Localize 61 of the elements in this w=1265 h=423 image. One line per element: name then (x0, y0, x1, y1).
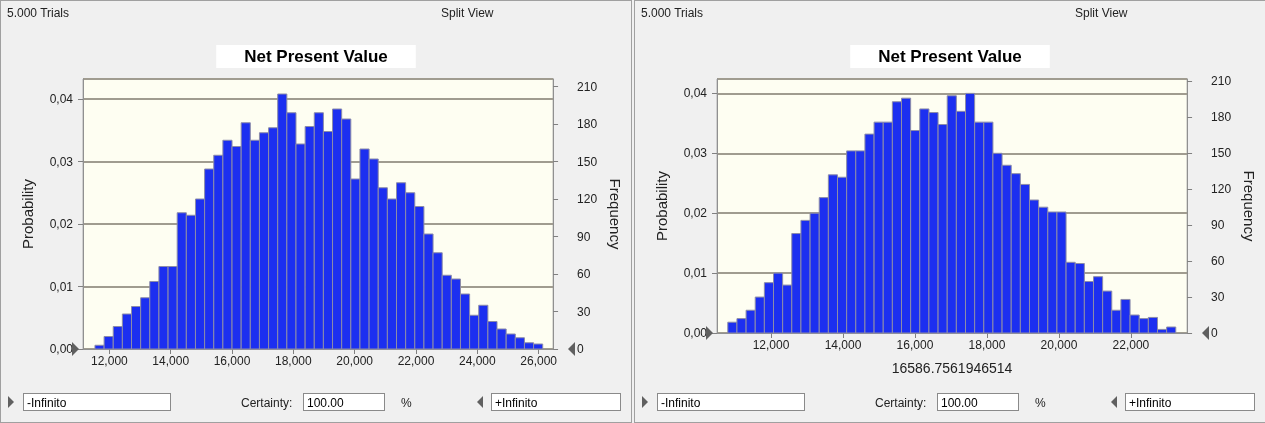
chart-title: Net Present Value (244, 47, 388, 66)
text: 100.00 (937, 393, 1019, 411)
x-tick-label: 20,000 (336, 354, 374, 368)
x-tick-label: 18,000 (275, 354, 313, 368)
x-tick-label: 22,000 (1112, 338, 1150, 352)
x-tick-label: 12,000 (752, 338, 790, 352)
text: Split View (1075, 6, 1128, 20)
text: 5.000 Trials (641, 6, 704, 20)
y-tick-label: 0,01 (49, 279, 74, 294)
y2-axis-title: Frequency (1241, 170, 1258, 242)
y2-tick-label: 30 (577, 304, 591, 319)
text: Split View (441, 6, 494, 20)
x-tick-label: 16,000 (213, 354, 251, 368)
y2-tick-label: 90 (1211, 218, 1225, 233)
y-tick-label: 0,00 (49, 342, 74, 356)
x-tick-label: 14,000 (152, 354, 190, 368)
y2-tick-label: 0 (577, 342, 585, 356)
y2-tick-label: 150 (1211, 146, 1232, 161)
y-axis-title: Probability (19, 178, 36, 250)
y-tick-label: 0,02 (683, 206, 708, 221)
y2-tick-label: 180 (1211, 110, 1232, 125)
text: 5.000 Trials (7, 6, 70, 20)
y2-tick-label: 150 (577, 154, 598, 169)
y2-tick-label: 210 (577, 79, 598, 94)
x-tick-label: 22,000 (397, 354, 435, 368)
text: % (1035, 396, 1046, 410)
y-tick-label: 0,03 (683, 146, 708, 161)
text: Certainty: (875, 396, 927, 410)
y-tick-label: 0,00 (683, 326, 708, 340)
y2-axis-title: Frequency (607, 178, 624, 250)
y2-tick-label: 120 (577, 192, 598, 206)
y-tick-label: 0,03 (49, 154, 74, 169)
y-tick-label: 0,04 (49, 92, 74, 106)
x-tick-label: 26,000 (520, 354, 558, 368)
text: +Infinito (1125, 393, 1255, 411)
chart-title: Net Present Value (878, 47, 1022, 66)
x-axis-title: 16586.7561946514 (891, 360, 1013, 376)
y2-tick-label: 210 (1211, 74, 1232, 89)
y2-tick-label: 30 (1211, 290, 1225, 305)
y2-tick-label: 0 (1211, 326, 1219, 340)
x-tick-label: 18,000 (968, 338, 1006, 352)
x-tick-label: 12,000 (91, 354, 129, 368)
text: % (401, 396, 412, 410)
y-tick-label: 0,02 (49, 217, 74, 231)
text: -Infinito (23, 393, 171, 411)
x-tick-label: 14,000 (824, 338, 862, 352)
y2-tick-label: 60 (1211, 254, 1225, 269)
text: -Infinito (657, 393, 805, 411)
x-tick-label: 16,000 (896, 338, 934, 352)
x-tick-label: 20,000 (1040, 338, 1078, 352)
y2-tick-label: 60 (577, 267, 591, 281)
y2-tick-label: 120 (1211, 182, 1232, 197)
y-tick-label: 0,01 (683, 266, 708, 281)
y-tick-label: 0,04 (683, 86, 708, 101)
text: +Infinito (491, 393, 621, 411)
x-tick-label: 24,000 (458, 354, 497, 368)
text: 100.00 (303, 393, 385, 411)
y2-tick-label: 180 (577, 117, 598, 131)
y-axis-title: Probability (653, 170, 670, 242)
y2-tick-label: 90 (577, 229, 591, 244)
text: Certainty: (241, 396, 293, 410)
